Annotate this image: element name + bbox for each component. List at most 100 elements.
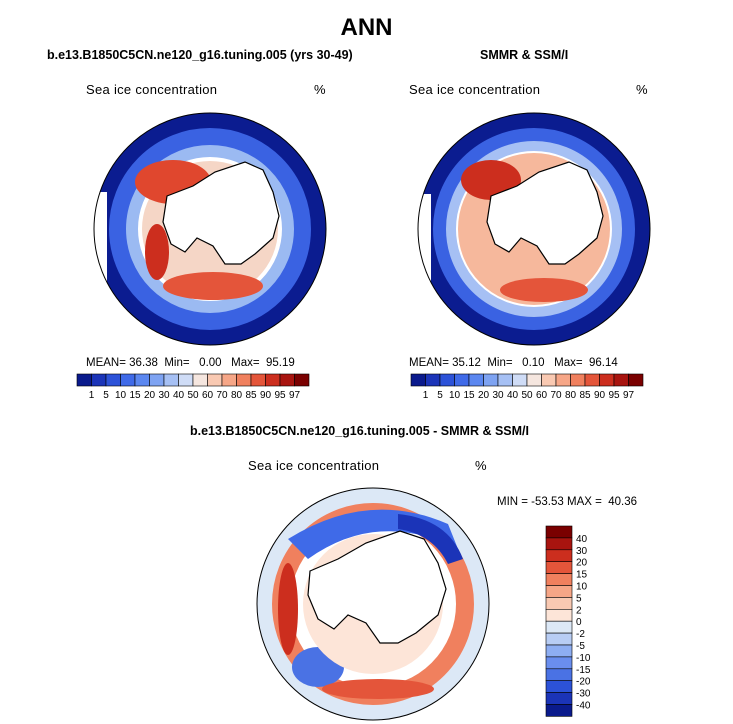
colorbar-tick-label: 50 bbox=[521, 390, 533, 401]
colorbar-swatch bbox=[545, 644, 573, 658]
colorbar-swatch bbox=[192, 373, 208, 387]
colorbar-swatch bbox=[91, 373, 107, 387]
colorbar-tick-label: 15 bbox=[129, 390, 141, 401]
difference-positive-south bbox=[322, 679, 434, 699]
colorbar-swatch bbox=[545, 573, 573, 586]
colorbar-tick-label: 0 bbox=[576, 617, 582, 628]
difference-subtitle: b.e13.B1850C5CN.ne120_g16.tuning.005 - S… bbox=[190, 424, 529, 438]
colorbar-swatch bbox=[526, 373, 542, 387]
panel1-antarctica-outline bbox=[162, 161, 280, 265]
colorbar-tick-label: 1 bbox=[423, 390, 429, 401]
colorbar-tick-label: 80 bbox=[231, 390, 243, 401]
colorbar-tick-label: -10 bbox=[576, 653, 591, 664]
panel2-missing-sector bbox=[418, 194, 431, 345]
colorbar-tick-label: 30 bbox=[492, 390, 504, 401]
panel1-model-map bbox=[93, 112, 327, 346]
colorbar-swatch bbox=[279, 373, 295, 387]
colorbar-tick-label: -40 bbox=[576, 701, 591, 712]
colorbar-swatch bbox=[439, 373, 455, 387]
colorbar-swatch bbox=[545, 561, 573, 574]
colorbar-swatch bbox=[570, 373, 586, 387]
difference-outer-band bbox=[257, 488, 489, 720]
colorbar-tick-label: 60 bbox=[202, 390, 214, 401]
colorbar-tick-label: -20 bbox=[576, 677, 591, 688]
difference-stats: MIN = -53.53 MAX = 40.36 bbox=[497, 496, 637, 508]
colorbar-swatch bbox=[599, 373, 615, 387]
colorbar-tick-label: 40 bbox=[507, 390, 519, 401]
colorbar-swatch bbox=[134, 373, 150, 387]
panel2-variable-label: Sea ice concentration bbox=[409, 82, 541, 97]
colorbar-swatch bbox=[545, 597, 573, 610]
colorbar-swatch bbox=[483, 373, 499, 387]
panel1-units-label: % bbox=[314, 82, 326, 97]
panel2-units-label: % bbox=[636, 82, 648, 97]
colorbar-swatch bbox=[265, 373, 281, 387]
colorbar-swatch bbox=[545, 537, 573, 551]
colorbar-swatch bbox=[545, 704, 573, 717]
colorbar-tick-label: 50 bbox=[187, 390, 199, 401]
colorbar-swatch bbox=[120, 373, 136, 387]
colorbar-swatch bbox=[454, 373, 470, 387]
colorbar-tick-label: 10 bbox=[576, 582, 588, 593]
panel1-map-border bbox=[93, 112, 327, 346]
panel1-ice-light-band bbox=[126, 145, 294, 313]
colorbar-swatch bbox=[512, 373, 528, 387]
colorbar-swatch bbox=[545, 680, 573, 693]
colorbar-swatch bbox=[555, 373, 571, 387]
colorbar-tick-label: 20 bbox=[144, 390, 156, 401]
colorbar-swatch bbox=[468, 373, 484, 387]
colorbar-tick-label: 20 bbox=[576, 558, 588, 569]
panel2-obs-map bbox=[417, 112, 651, 346]
colorbar-tick-label: 40 bbox=[576, 534, 588, 545]
colorbar-tick-label: 10 bbox=[449, 390, 461, 401]
colorbar-tick-label: -5 bbox=[576, 641, 585, 652]
difference-units-label: % bbox=[475, 458, 487, 473]
panel2-colorbar: 1 5 10 15 20 30 40 50 60 70 80 85 90 95 97 bbox=[410, 373, 644, 401]
panel1-ross-high bbox=[163, 272, 263, 300]
colorbar-tick-label: 95 bbox=[608, 390, 620, 401]
colorbar-tick-label: 10 bbox=[115, 390, 127, 401]
colorbar-tick-label: 20 bbox=[478, 390, 490, 401]
colorbar-tick-label: 85 bbox=[245, 390, 257, 401]
colorbar-swatch bbox=[250, 373, 266, 387]
colorbar-swatch bbox=[584, 373, 600, 387]
panel1-colorbar: 1 5 10 15 20 30 40 50 60 70 80 85 90 95 97 bbox=[76, 373, 310, 401]
colorbar-tick-label: 2 bbox=[576, 605, 582, 616]
colorbar-swatch bbox=[545, 585, 573, 598]
colorbar-swatch bbox=[545, 692, 573, 705]
colorbar-swatch bbox=[236, 373, 252, 387]
difference-antarctica-outline bbox=[307, 530, 447, 644]
colorbar-swatch bbox=[294, 373, 310, 387]
colorbar-tick-label: 5 bbox=[103, 390, 109, 401]
colorbar-tick-label: -15 bbox=[576, 665, 591, 676]
colorbar-tick-label: 40 bbox=[173, 390, 185, 401]
colorbar-tick-label: 97 bbox=[289, 390, 301, 401]
colorbar-swatch bbox=[207, 373, 223, 387]
colorbar-swatch bbox=[149, 373, 165, 387]
panel2-map-border bbox=[417, 112, 651, 346]
panel2-ross-high bbox=[500, 278, 588, 302]
colorbar-tick-label: 80 bbox=[565, 390, 577, 401]
colorbar-swatch bbox=[628, 373, 644, 387]
colorbar-swatch bbox=[105, 373, 121, 387]
panel1-subtitle: b.e13.B1850C5CN.ne120_g16.tuning.005 (yr… bbox=[47, 48, 353, 62]
colorbar-swatch bbox=[613, 373, 629, 387]
difference-map-border bbox=[256, 487, 490, 721]
panel2-ice-mid-band bbox=[433, 128, 635, 330]
panel1-stats: MEAN= 36.38 Min= 0.00 Max= 95.19 bbox=[86, 357, 295, 369]
colorbar-swatch bbox=[545, 549, 573, 562]
colorbar-swatch bbox=[178, 373, 194, 387]
panel1-west-high bbox=[145, 224, 169, 280]
colorbar-swatch bbox=[163, 373, 179, 387]
panel1-missing-sector bbox=[94, 192, 107, 345]
colorbar-tick-label: 15 bbox=[463, 390, 475, 401]
colorbar-tick-label: -30 bbox=[576, 689, 591, 700]
colorbar-tick-label: 5 bbox=[437, 390, 443, 401]
colorbar-tick-label: 97 bbox=[623, 390, 635, 401]
panel1-variable-label: Sea ice concentration bbox=[86, 82, 218, 97]
panel1-ice-mid-band bbox=[109, 128, 311, 330]
colorbar-tick-label: 5 bbox=[576, 593, 582, 604]
panel2-stats: MEAN= 35.12 Min= 0.10 Max= 96.14 bbox=[409, 357, 618, 369]
colorbar-tick-label: 90 bbox=[594, 390, 606, 401]
